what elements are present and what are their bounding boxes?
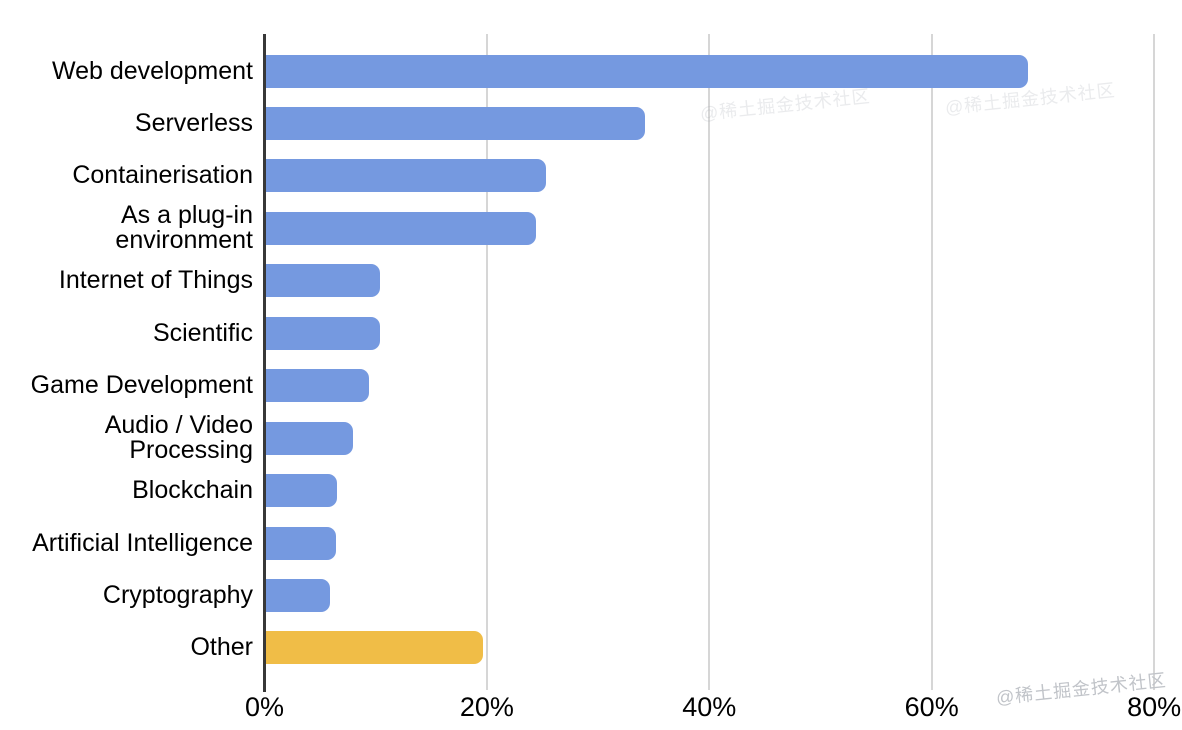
bar — [266, 106, 645, 140]
bar — [266, 54, 1028, 88]
bar — [266, 211, 536, 245]
x-tick-label: 40% — [682, 692, 737, 722]
category-label: Scientific — [152, 318, 253, 347]
bar — [266, 474, 337, 508]
bar — [266, 579, 330, 613]
bar — [266, 421, 353, 455]
x-tick-label: 0% — [244, 692, 285, 722]
category-label: Other — [190, 633, 253, 662]
gridline — [1153, 34, 1156, 690]
bar — [266, 159, 546, 193]
gridline — [930, 34, 933, 690]
category-label: As a plug-in environment — [115, 201, 253, 255]
bar — [266, 526, 336, 560]
category-label: Internet of Things — [58, 266, 253, 295]
category-label: Artificial Intelligence — [32, 528, 253, 557]
category-label: Game Development — [30, 371, 253, 400]
category-label: Web development — [51, 56, 253, 85]
bar — [266, 369, 369, 403]
gridline — [708, 34, 711, 690]
x-tick-label: 60% — [904, 692, 959, 722]
x-tick-label: 20% — [459, 692, 514, 722]
y-axis-line — [263, 34, 266, 692]
bar — [266, 264, 380, 298]
category-label: Cryptography — [102, 581, 253, 610]
bar — [266, 631, 483, 665]
watermark-ghost: @稀土掘金技术社区 — [699, 86, 872, 124]
category-label: Blockchain — [132, 476, 253, 505]
category-label: Containerisation — [72, 161, 253, 190]
x-tick-label: 80% — [1127, 692, 1182, 722]
bar — [266, 316, 380, 350]
gridline — [485, 34, 488, 690]
category-label: Serverless — [134, 108, 253, 137]
category-label: Audio / Video Processing — [104, 411, 253, 465]
